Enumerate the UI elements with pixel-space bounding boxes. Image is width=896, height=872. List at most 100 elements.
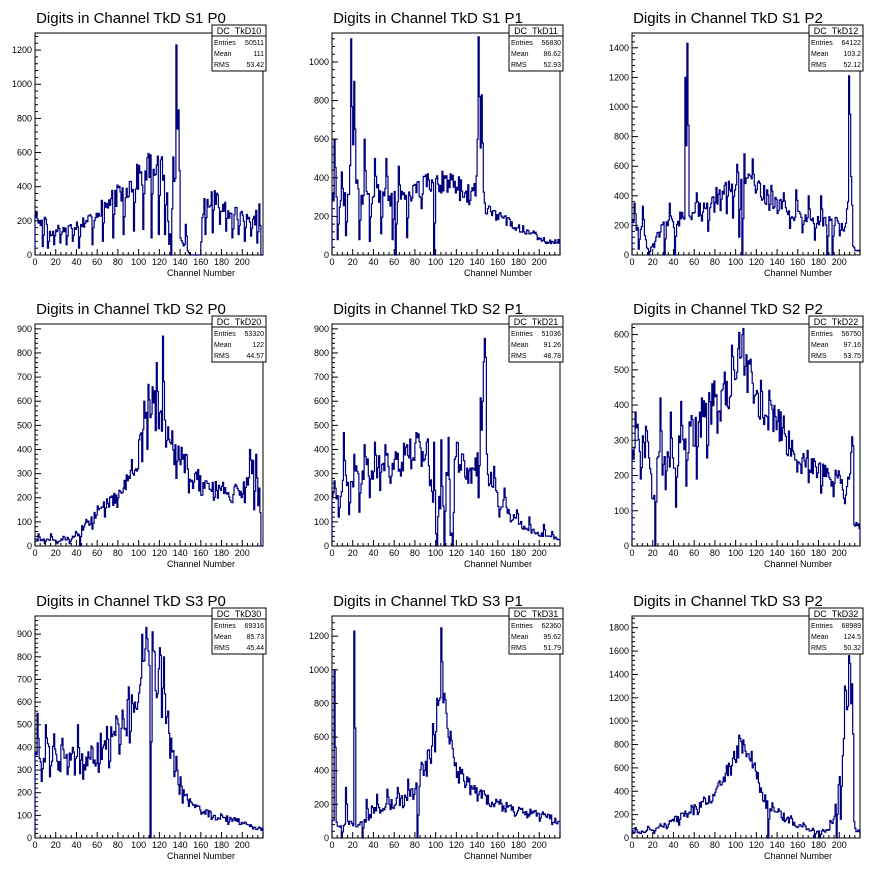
chart-title: Digits in Channel TkD S2 P2 [633, 301, 823, 318]
x-tick-label: 20 [51, 257, 61, 267]
histogram-series [34, 44, 263, 256]
stats-value: 44.57 [246, 353, 264, 360]
chart-title: Digits in Channel TkD S1 P1 [333, 10, 523, 27]
stats-name: DC_TkD11 [514, 26, 558, 36]
chart-title: Digits in Channel TkD S2 P0 [36, 301, 226, 318]
x-tick-label: 60 [92, 257, 102, 267]
stats-box: DC_TkD20 Entries 53320 Mean 122 RMS 44.57 [211, 315, 267, 363]
x-tick-label: 0 [32, 840, 37, 850]
x-tick-label: 20 [348, 257, 358, 267]
x-axis-label: Channel Number [167, 851, 235, 861]
x-tick-label: 180 [511, 257, 526, 267]
chart-title: Digits in Channel TkD S1 P2 [633, 10, 823, 27]
x-tick-label: 20 [648, 257, 658, 267]
x-tick-label: 60 [92, 548, 102, 558]
stats-box: DC_TkD30 Entries 69316 Mean 85.73 RMS 45.44 [211, 607, 267, 655]
x-tick-label: 40 [668, 257, 678, 267]
y-tick-label: 200 [314, 211, 329, 221]
chart-title: Digits in Channel TkD S1 P0 [36, 10, 226, 27]
stats-label: RMS [214, 645, 230, 652]
stats-value: 50511 [245, 40, 264, 47]
x-tick-label: 40 [71, 257, 81, 267]
x-tick-label: 80 [113, 257, 123, 267]
histogram-panel: Digits in Channel TkD S2 P1 0 20 40 60 80 100 1… [314, 301, 564, 569]
histogram-panel: Digits in Channel TkD S1 P2 0 20 40 60 80 100 1… [609, 10, 864, 278]
stats-label: Mean [811, 342, 829, 349]
x-tick-label: 200 [235, 548, 250, 558]
stats-label: RMS [511, 645, 527, 652]
x-axis-label: Channel Number [764, 559, 832, 569]
x-tick-label: 20 [51, 840, 61, 850]
y-tick-label: 0 [624, 833, 629, 843]
x-tick-label: 0 [629, 840, 634, 850]
y-tick-label: 100 [17, 810, 32, 820]
x-tick-label: 180 [214, 548, 229, 558]
y-tick-label: 100 [614, 506, 629, 516]
histogram-panel: Digits in Channel TkD S2 P0 0 20 40 60 80 100 1… [17, 301, 267, 569]
y-tick-label: 700 [17, 372, 32, 382]
x-tick-label: 140 [470, 840, 485, 850]
y-tick-label: 800 [314, 348, 329, 358]
x-tick-label: 0 [329, 257, 334, 267]
x-tick-label: 20 [348, 840, 358, 850]
x-tick-label: 100 [728, 840, 743, 850]
y-tick-label: 900 [17, 324, 32, 334]
x-tick-label: 100 [428, 548, 443, 558]
x-tick-label: 200 [832, 548, 847, 558]
x-tick-label: 160 [490, 257, 505, 267]
stats-label: Entries [811, 40, 833, 47]
x-tick-label: 80 [710, 840, 720, 850]
x-tick-label: 80 [410, 257, 420, 267]
x-tick-label: 200 [532, 840, 547, 850]
stats-value: 68989 [842, 623, 862, 630]
histogram-panel: Digits in Channel TkD S1 P1 0 20 40 60 80 100 1… [309, 10, 564, 278]
y-tick-label: 600 [17, 148, 32, 158]
x-tick-label: 180 [511, 840, 526, 850]
x-axis-label: Channel Number [167, 559, 235, 569]
y-tick-label: 400 [614, 191, 629, 201]
y-tick-label: 0 [624, 250, 629, 260]
y-tick-label: 200 [17, 493, 32, 503]
y-tick-label: 600 [614, 330, 629, 340]
stats-frame [508, 315, 564, 363]
x-tick-label: 140 [173, 840, 188, 850]
x-tick-label: 60 [389, 257, 399, 267]
stats-value: 53320 [245, 331, 265, 338]
stats-value: 48.78 [543, 353, 561, 360]
histogram-series [631, 655, 861, 839]
stats-label: Mean [811, 51, 829, 58]
x-tick-label: 40 [368, 548, 378, 558]
x-tick-label: 180 [811, 840, 826, 850]
x-tick-label: 40 [368, 840, 378, 850]
stats-box: DC_TkD31 Entries 62360 Mean 95.62 RMS 51.79 [508, 607, 564, 655]
y-tick-label: 0 [27, 833, 32, 843]
x-tick-label: 200 [532, 548, 547, 558]
chart-title: Digits in Channel TkD S3 P1 [333, 593, 523, 610]
x-tick-label: 180 [511, 548, 526, 558]
y-tick-label: 1200 [309, 631, 329, 641]
chart-title: Digits in Channel TkD S3 P0 [36, 593, 226, 610]
y-tick-label: 1800 [609, 623, 629, 633]
x-tick-label: 100 [428, 840, 443, 850]
x-tick-label: 100 [131, 257, 146, 267]
y-tick-label: 1200 [609, 72, 629, 82]
stats-label: RMS [811, 353, 827, 360]
stats-label: RMS [214, 353, 230, 360]
x-tick-label: 0 [32, 257, 37, 267]
x-tick-label: 60 [389, 548, 399, 558]
y-tick-label: 1000 [609, 716, 629, 726]
x-tick-label: 160 [193, 840, 208, 850]
stats-value: 86.62 [543, 51, 561, 58]
y-tick-label: 600 [314, 396, 329, 406]
stats-value: 53.75 [843, 353, 861, 360]
y-tick-label: 1000 [609, 102, 629, 112]
stats-label: Entries [811, 331, 833, 338]
y-tick-label: 0 [324, 541, 329, 551]
histogram-panel: Digits in Channel TkD S3 P1 0 20 40 60 80 100 1… [309, 593, 564, 861]
y-tick-label: 300 [314, 469, 329, 479]
y-tick-label: 1000 [309, 665, 329, 675]
stats-name: DC_TkD30 [217, 609, 262, 619]
y-tick-label: 200 [314, 493, 329, 503]
stats-label: Entries [214, 623, 236, 630]
